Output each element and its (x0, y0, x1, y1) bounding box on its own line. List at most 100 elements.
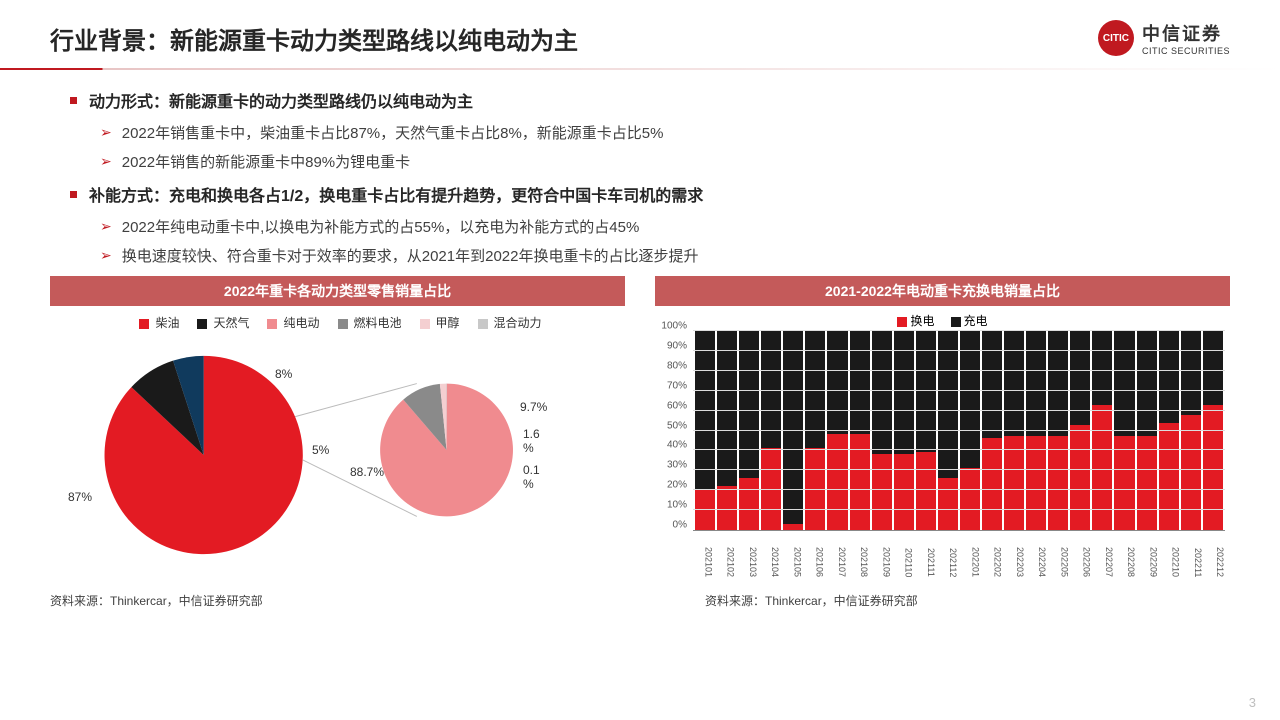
bar-segment-swap (982, 438, 1002, 530)
x-tick-label: 202205 (1049, 533, 1069, 577)
legend-swatch (139, 319, 149, 329)
x-tick-label: 202207 (1094, 533, 1114, 577)
bar-segment-swap (1026, 436, 1046, 530)
page-number: 3 (1249, 695, 1256, 710)
bar-chart-block: 2021-2022年电动重卡充换电销量占比 换电充电 0%10%20%30%40… (655, 276, 1230, 586)
y-tick-label: 0% (673, 520, 687, 531)
legend-item: 换电 (897, 314, 934, 328)
x-tick-label: 202208 (1116, 533, 1136, 577)
x-tick-label: 202203 (1005, 533, 1025, 577)
x-tick-label: 202206 (1071, 533, 1091, 577)
pie-chart-title: 2022年重卡各动力类型零售销量占比 (50, 276, 625, 306)
legend-item: 天然气 (191, 316, 249, 330)
bar-column (872, 331, 892, 530)
y-tick-label: 10% (667, 500, 687, 511)
x-tick-label: 202212 (1205, 533, 1225, 577)
source-left: 资料来源：Thinkercar，中信证券研究部 (0, 592, 625, 609)
slide-header: 行业背景：新能源重卡动力类型路线以纯电动为主 CITIC 中信证券 CITIC … (0, 0, 1280, 68)
bar-segment-swap (1070, 425, 1090, 530)
bar-segment-charge (1026, 331, 1046, 436)
bar-segment-charge (960, 331, 980, 468)
bar-segment-charge (1181, 331, 1201, 415)
x-tick-label: 202105 (782, 533, 802, 577)
bar-segment-swap (916, 452, 936, 530)
y-tick-label: 90% (667, 340, 687, 351)
bar-segment-swap (960, 468, 980, 530)
y-tick-label: 30% (667, 460, 687, 471)
x-tick-label: 202111 (916, 533, 936, 577)
bar-column (695, 331, 715, 530)
x-tick-label: 202211 (1183, 533, 1203, 577)
pie-chart-block: 2022年重卡各动力类型零售销量占比 柴油天然气纯电动燃料电池甲醇混合动力 87… (50, 276, 625, 586)
bar-segment-swap (1137, 436, 1157, 530)
bar-segment-charge (1137, 331, 1157, 436)
sources-row: 资料来源：Thinkercar，中信证券研究部 资料来源：Thinkercar，… (0, 586, 1280, 609)
x-tick-label: 202103 (738, 533, 758, 577)
bar-column (783, 331, 803, 530)
bullet-sub: ➢2022年销售重卡中，柴油重卡占比87%，天然气重卡占比8%，新能源重卡占比5… (100, 122, 1210, 143)
bar-segment-swap (1203, 405, 1223, 530)
bullet-main: 动力形式：新能源重卡的动力类型路线仍以纯电动为主 (70, 88, 1210, 112)
x-tick-label: 202110 (893, 533, 913, 577)
bar-segment-swap (1114, 436, 1134, 530)
bar-segment-swap (1181, 415, 1201, 530)
bar-column (982, 331, 1002, 530)
logo-icon: CITIC (1098, 20, 1134, 56)
chevron-icon: ➢ (100, 247, 112, 264)
bar-column (1159, 331, 1179, 530)
legend-swatch (478, 319, 488, 329)
bar-segment-swap (783, 524, 803, 530)
legend-item: 充电 (951, 314, 988, 328)
bar-segment-charge (739, 331, 759, 478)
y-tick-label: 80% (667, 360, 687, 371)
bar-segment-swap (717, 486, 737, 530)
bullet-marker-icon (70, 97, 77, 104)
bar-column (1004, 331, 1024, 530)
y-tick-label: 60% (667, 400, 687, 411)
bullet-sub-text: 2022年纯电动重卡中,以换电为补能方式的占55%，以充电为补能方式的占45% (122, 216, 640, 237)
bullet-sub: ➢换电速度较快、符合重卡对于效率的要求，从2021年到2022年换电重卡的占比逐… (100, 245, 1210, 266)
bar-column (1026, 331, 1046, 530)
pie-label: 8% (275, 367, 292, 381)
bar-column (1048, 331, 1068, 530)
legend-swatch (338, 319, 348, 329)
pie-label: 1.6% (523, 427, 540, 455)
bar-column (1203, 331, 1223, 530)
pie-label: 5% (312, 443, 329, 457)
bar-segment-swap (1092, 405, 1112, 530)
bullet-sub: ➢2022年纯电动重卡中,以换电为补能方式的占55%，以充电为补能方式的占45% (100, 216, 1210, 237)
legend-item: 混合动力 (472, 316, 542, 330)
pie-label: 87% (68, 490, 92, 504)
pie-label: 88.7% (350, 465, 384, 479)
y-tick-label: 40% (667, 440, 687, 451)
bar-segment-swap (1048, 436, 1068, 530)
x-tick-label: 202210 (1160, 533, 1180, 577)
x-tick-label: 202102 (715, 533, 735, 577)
bullet-content: 动力形式：新能源重卡的动力类型路线仍以纯电动为主➢2022年销售重卡中，柴油重卡… (0, 88, 1280, 266)
pie-container: 87%8%5%88.7%9.7%1.6%0.1% (50, 335, 625, 565)
bar-segment-charge (1004, 331, 1024, 436)
bar-column (827, 331, 847, 530)
bullet-sub-text: 2022年销售的新能源重卡中89%为锂电重卡 (122, 151, 410, 172)
x-axis-labels: 2021012021022021032021042021052021062021… (693, 533, 1225, 577)
x-tick-label: 202108 (849, 533, 869, 577)
bar-column (916, 331, 936, 530)
legend-swatch (420, 319, 430, 329)
pie-label: 9.7% (520, 400, 547, 414)
bullet-main-text: 补能方式：充电和换电各占1/2，换电重卡占比有提升趋势，更符合中国卡车司机的需求 (89, 182, 703, 206)
bar-chart-area: 0%10%20%30%40%50%60%70%80%90%100% (693, 331, 1225, 531)
bar-column (1181, 331, 1201, 530)
bar-column (761, 331, 781, 530)
bullet-sub-text: 2022年销售重卡中，柴油重卡占比87%，天然气重卡占比8%，新能源重卡占比5% (122, 122, 664, 143)
x-tick-label: 202202 (982, 533, 1002, 577)
legend-swatch (951, 317, 961, 327)
bullet-sub: ➢2022年销售的新能源重卡中89%为锂电重卡 (100, 151, 1210, 172)
charts-row: 2022年重卡各动力类型零售销量占比 柴油天然气纯电动燃料电池甲醇混合动力 87… (0, 276, 1280, 586)
bar-segment-swap (872, 454, 892, 530)
bar-segment-charge (695, 331, 715, 490)
bar-column (894, 331, 914, 530)
legend-item: 柴油 (133, 316, 179, 330)
bar-segment-charge (1203, 331, 1223, 405)
x-tick-label: 202101 (693, 533, 713, 577)
bar-column (805, 331, 825, 530)
